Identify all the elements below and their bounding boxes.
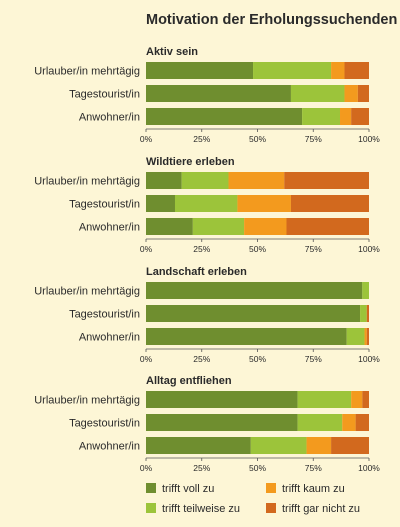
panel-title: Aktiv sein	[146, 46, 198, 58]
panel-title: Alltag entfliehen	[146, 375, 232, 387]
bar-segment-urlauber-4	[284, 172, 369, 189]
bar-segment-anwohner-2	[192, 218, 245, 235]
legend-label-2: trifft teilweise zu	[162, 503, 240, 515]
x-tick-label: 100%	[358, 134, 380, 144]
bar-segment-urlauber-2	[362, 282, 369, 299]
panel-2: Wildtiere erleben Urlauber/in mehrtägig Ta…	[34, 156, 380, 254]
bar-segment-urlauber-1	[146, 391, 298, 408]
legend-label-4: trifft gar nicht zu	[282, 503, 360, 515]
category-label-tagestourist: Tagestourist/in	[69, 418, 140, 430]
bar-segment-anwohner-2	[346, 328, 365, 345]
x-tick-label: 50%	[249, 354, 266, 364]
bar-segment-urlauber-2	[181, 172, 229, 189]
panel-title: Landschaft erleben	[146, 266, 247, 278]
category-label-anwohner: Anwohner/in	[79, 222, 140, 234]
bar-segment-anwohner-3	[306, 437, 332, 454]
x-tick-label: 0%	[140, 244, 153, 254]
x-tick-label: 25%	[193, 244, 210, 254]
category-label-tagestourist: Tagestourist/in	[69, 199, 140, 211]
bar-segment-urlauber-2	[297, 391, 352, 408]
bar-segment-anwohner-1	[146, 437, 251, 454]
bar-segment-anwohner-2	[302, 108, 341, 125]
category-label-anwohner: Anwohner/in	[79, 332, 140, 344]
bar-segment-anwohner-4	[331, 437, 369, 454]
bar-segment-tagestourist-1	[146, 414, 298, 431]
bar-segment-tagestourist-4	[290, 195, 369, 212]
bar-segment-tagestourist-2	[297, 414, 343, 431]
legend: trifft voll zu trifft kaum zu trifft teilw…	[146, 483, 360, 515]
bar-segment-anwohner-4	[366, 328, 369, 345]
bar-segment-anwohner-3	[244, 218, 287, 235]
bar-segment-urlauber-1	[146, 62, 254, 79]
category-label-urlauber: Urlauber/in mehrtägig	[34, 395, 140, 407]
bar-segment-anwohner-4	[286, 218, 369, 235]
bar-segment-urlauber-4	[362, 391, 369, 408]
legend-swatch-2	[146, 503, 156, 513]
bar-segment-urlauber-1	[146, 172, 182, 189]
x-tick-label: 75%	[305, 354, 322, 364]
x-tick-label: 25%	[193, 354, 210, 364]
category-label-tagestourist: Tagestourist/in	[69, 89, 140, 101]
bar-segment-anwohner-1	[146, 108, 303, 125]
bar-segment-tagestourist-3	[342, 414, 356, 431]
bar-segment-tagestourist-3	[344, 85, 358, 102]
category-label-anwohner: Anwohner/in	[79, 112, 140, 124]
x-tick-label: 0%	[140, 354, 153, 364]
panel-3: Landschaft erleben Urlauber/in mehrtägig T…	[34, 266, 380, 364]
x-tick-label: 0%	[140, 134, 153, 144]
bar-segment-tagestourist-1	[146, 195, 175, 212]
bar-segment-urlauber-3	[331, 62, 345, 79]
bar-segment-anwohner-2	[250, 437, 307, 454]
x-tick-label: 50%	[249, 244, 266, 254]
x-tick-label: 0%	[140, 463, 153, 473]
legend-label-3: trifft kaum zu	[282, 483, 345, 495]
panel-4: Alltag entfliehen Urlauber/in mehrtägig Ta…	[34, 375, 380, 473]
bar-segment-tagestourist-1	[146, 305, 361, 322]
category-label-urlauber: Urlauber/in mehrtägig	[34, 176, 140, 188]
bar-segment-urlauber-2	[253, 62, 332, 79]
x-tick-label: 100%	[358, 463, 380, 473]
category-label-anwohner: Anwohner/in	[79, 441, 140, 453]
bar-segment-urlauber-3	[228, 172, 285, 189]
bar-segment-tagestourist-2	[174, 195, 238, 212]
bar-segment-urlauber-1	[146, 282, 363, 299]
x-tick-label: 75%	[305, 244, 322, 254]
panel-title: Wildtiere erleben	[146, 156, 235, 168]
x-tick-label: 25%	[193, 463, 210, 473]
bar-segment-tagestourist-4	[357, 85, 369, 102]
legend-label-1: trifft voll zu	[162, 483, 214, 495]
x-tick-label: 25%	[193, 134, 210, 144]
bar-segment-anwohner-3	[340, 108, 352, 125]
legend-swatch-3	[266, 483, 276, 493]
legend-swatch-4	[266, 503, 276, 513]
bar-segment-tagestourist-1	[146, 85, 291, 102]
bar-segment-anwohner-1	[146, 218, 193, 235]
x-tick-label: 75%	[305, 463, 322, 473]
bar-segment-urlauber-3	[351, 391, 363, 408]
bar-segment-tagestourist-3	[237, 195, 291, 212]
category-label-urlauber: Urlauber/in mehrtägig	[34, 286, 140, 298]
bar-segment-tagestourist-4	[366, 305, 369, 322]
x-tick-label: 50%	[249, 134, 266, 144]
bar-segment-tagestourist-2	[360, 305, 367, 322]
category-label-tagestourist: Tagestourist/in	[69, 309, 140, 321]
x-tick-label: 100%	[358, 354, 380, 364]
bar-segment-tagestourist-2	[290, 85, 345, 102]
bar-segment-anwohner-3	[364, 328, 367, 345]
chart-title: Motivation der Erholungssuchenden	[146, 12, 397, 28]
x-tick-label: 50%	[249, 463, 266, 473]
bar-segment-anwohner-1	[146, 328, 347, 345]
bar-segment-anwohner-4	[351, 108, 369, 125]
x-tick-label: 100%	[358, 244, 380, 254]
bar-segment-tagestourist-4	[355, 414, 369, 431]
panel-1: Aktiv sein Urlauber/in mehrtägig Tagestour…	[34, 46, 380, 144]
category-label-urlauber: Urlauber/in mehrtägig	[34, 66, 140, 78]
bar-segment-urlauber-4	[344, 62, 369, 79]
legend-swatch-1	[146, 483, 156, 493]
x-tick-label: 75%	[305, 134, 322, 144]
